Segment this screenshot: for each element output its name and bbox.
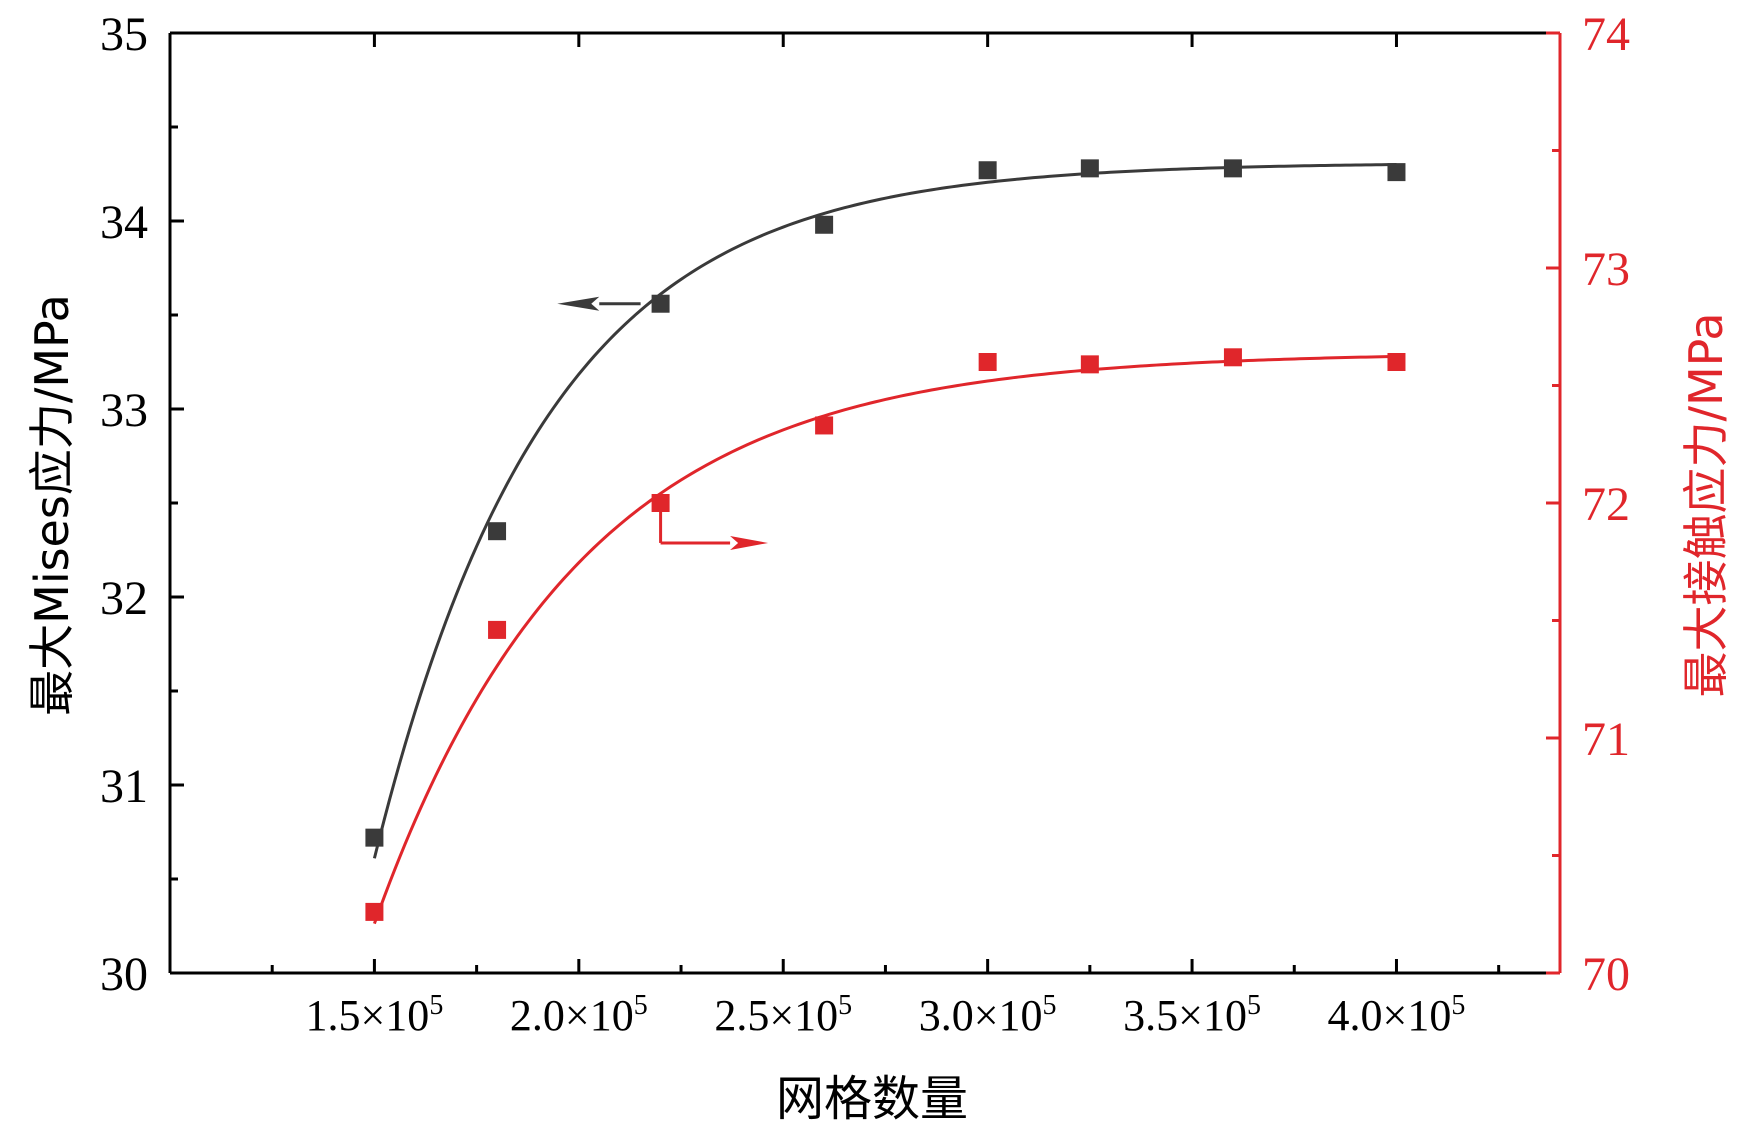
mises-data-point — [815, 215, 834, 234]
fit-curves — [372, 163, 1397, 925]
mises-data-point — [1223, 159, 1242, 178]
ticks: 1.5×105 2.0×105 2.5×105 3.0×105 3.5×105 4.0×1… — [100, 8, 1630, 1040]
mises-data-point — [365, 828, 384, 847]
mises-data-point — [1387, 163, 1406, 182]
y-left-tick-label: 30 — [100, 948, 148, 1001]
x-tick-label: 3.0×105 — [919, 990, 1057, 1040]
y-left-tick-label: 31 — [100, 760, 148, 813]
contact-data-point — [651, 494, 670, 512]
y-right-tick-label: 70 — [1582, 948, 1630, 1001]
y-axis-right-label: 最大接触应力/MPa — [1679, 312, 1733, 697]
y-left-tick-label: 33 — [100, 384, 148, 437]
contact-data-point — [1080, 355, 1099, 374]
contact-data-point — [978, 353, 997, 371]
contact-data-point — [1387, 353, 1406, 371]
y-right-tick-label: 72 — [1582, 478, 1630, 531]
contact-fit-line — [372, 354, 1397, 925]
x-tick-label: 3.5×105 — [1123, 990, 1261, 1040]
x-tick-label: 2.0×105 — [510, 990, 648, 1040]
x-tick-label: 1.5×105 — [305, 990, 443, 1040]
contact-data-point — [815, 416, 834, 435]
contact-data-point — [365, 902, 384, 921]
contact-data-point — [488, 620, 507, 639]
y-right-tick-label: 74 — [1582, 8, 1630, 61]
data-points — [365, 159, 1406, 921]
y-axis-left-label: 最大Mises应力/MPa — [25, 294, 79, 716]
mises-data-point — [651, 294, 670, 313]
contact-data-point — [1223, 348, 1242, 367]
annotations — [557, 296, 769, 550]
mises-data-point — [1080, 159, 1099, 178]
mises-data-point — [488, 522, 507, 541]
x-tick-label: 4.0×105 — [1328, 990, 1466, 1040]
mises-data-point — [978, 161, 997, 180]
y-left-tick-label: 32 — [100, 572, 148, 625]
x-tick-label: 2.5×105 — [714, 990, 852, 1040]
y-right-tick-label: 73 — [1582, 243, 1630, 296]
right-arrowhead — [730, 535, 769, 550]
left-arrowhead — [557, 296, 600, 311]
axis-labels: 网格数量 最大Mises应力/MPa 最大接触应力/MPa — [25, 294, 1733, 1127]
y-left-tick-label: 35 — [100, 8, 148, 61]
x-axis-label: 网格数量 — [776, 1071, 968, 1127]
y-left-tick-label: 34 — [100, 196, 148, 249]
mises-fit-line — [372, 163, 1397, 859]
y-right-tick-label: 71 — [1582, 713, 1630, 766]
